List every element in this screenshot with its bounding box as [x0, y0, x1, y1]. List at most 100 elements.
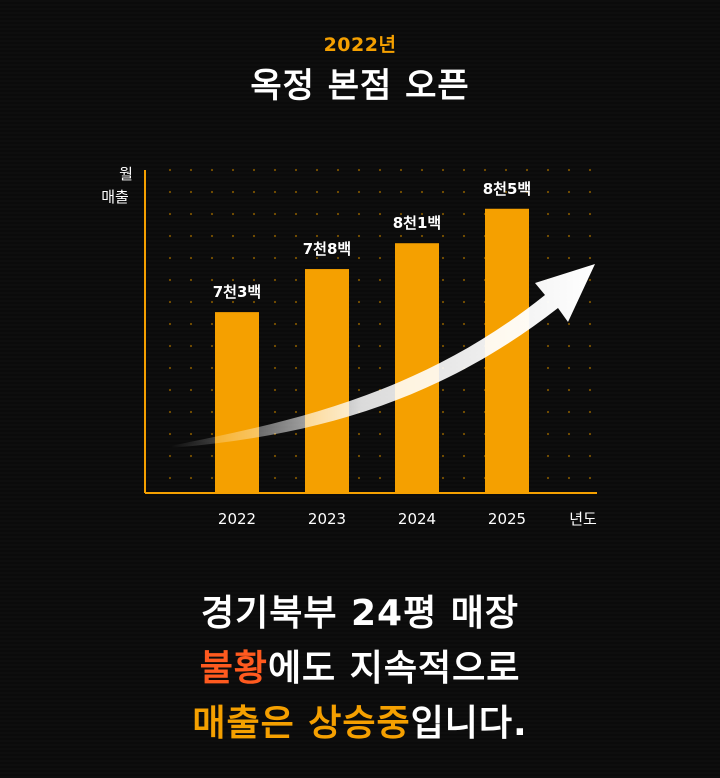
- grid-dot: [273, 256, 277, 260]
- grid-dot: [378, 454, 382, 458]
- grid-dot: [588, 168, 592, 172]
- grid-dot: [357, 256, 361, 260]
- headline: 경기북부 24평 매장 불황에도 지속적으로 매출은 상승중입니다.: [0, 586, 720, 751]
- grid-dot: [189, 300, 193, 304]
- grid-dot: [273, 300, 277, 304]
- headline-line-3-rest: 입니다.: [410, 703, 528, 744]
- year-tag: 2022년: [323, 34, 397, 56]
- grid-dot: [168, 278, 172, 282]
- y-axis-label-line2: 매출: [101, 188, 129, 206]
- grid-dot: [294, 410, 298, 414]
- grid-dot: [210, 366, 214, 370]
- grid-dot: [189, 344, 193, 348]
- grid-dot: [273, 168, 277, 172]
- grid-dot: [588, 278, 592, 282]
- grid-dot: [294, 234, 298, 238]
- grid-dot: [168, 300, 172, 304]
- grid-dot: [189, 256, 193, 260]
- headline-line-2-rest: 에도 지속적으로: [267, 648, 521, 689]
- grid-dot: [273, 190, 277, 194]
- grid-dot: [336, 212, 340, 216]
- chart-axes: [144, 170, 597, 494]
- grid-dot: [357, 168, 361, 172]
- grid-dot: [378, 476, 382, 480]
- grid-dot: [504, 168, 508, 172]
- grid-dot: [420, 168, 424, 172]
- grid-dot: [399, 234, 403, 238]
- grid-dot: [378, 410, 382, 414]
- grid-dot: [567, 190, 571, 194]
- grid-dot: [462, 168, 466, 172]
- grid-dot: [315, 212, 319, 216]
- grid-dot: [462, 212, 466, 216]
- grid-dot: [294, 256, 298, 260]
- grid-dot: [357, 278, 361, 282]
- grid-dot: [210, 432, 214, 436]
- grid-dot: [273, 454, 277, 458]
- grid-dot: [420, 212, 424, 216]
- grid-dot: [315, 234, 319, 238]
- grid-dot: [588, 256, 592, 260]
- grid-dot: [567, 344, 571, 348]
- grid-dot: [189, 212, 193, 216]
- headline-accent-rising-sales: 매출은 상승중: [192, 703, 411, 744]
- grid-dot: [378, 190, 382, 194]
- grid-dot: [294, 300, 298, 304]
- grid-dot: [210, 344, 214, 348]
- grid-dot: [525, 190, 529, 194]
- grid-dot: [189, 410, 193, 414]
- grid-dot: [210, 190, 214, 194]
- grid-dot: [189, 278, 193, 282]
- grid-dot: [168, 432, 172, 436]
- grid-dot: [483, 168, 487, 172]
- grid-dot: [546, 212, 550, 216]
- grid-dot: [315, 256, 319, 260]
- grid-dot: [483, 190, 487, 194]
- grid-dot: [357, 212, 361, 216]
- grid-dot: [441, 432, 445, 436]
- grid-dot: [315, 168, 319, 172]
- grid-dot: [462, 344, 466, 348]
- grid-dot: [567, 388, 571, 392]
- sales-bar-chart: 7천3백 2022 7천8백 2023 8천1백 2024 8천5백 2025 월 매출 년도: [101, 165, 597, 528]
- grid-dot: [546, 410, 550, 414]
- grid-dot: [546, 476, 550, 480]
- chart-labels: 7천3백 2022 7천8백 2023 8천1백 2024 8천5백 2025: [213, 180, 531, 528]
- grid-dot: [231, 168, 235, 172]
- grid-dot: [567, 212, 571, 216]
- grid-dot: [168, 366, 172, 370]
- grid-dot: [189, 234, 193, 238]
- grid-dot: [273, 388, 277, 392]
- grid-dot: [189, 168, 193, 172]
- grid-dot: [294, 322, 298, 326]
- grid-dot: [336, 256, 340, 260]
- grid-dot: [546, 454, 550, 458]
- grid-dot: [252, 278, 256, 282]
- grid-dot: [189, 322, 193, 326]
- grid-dot: [567, 410, 571, 414]
- grid-dot: [567, 234, 571, 238]
- grid-dot: [378, 432, 382, 436]
- grid-dot: [294, 366, 298, 370]
- grid-dot: [189, 388, 193, 392]
- grid-dot: [168, 168, 172, 172]
- grid-dot: [588, 190, 592, 194]
- grid-dot: [378, 168, 382, 172]
- page-title: 옥정 본점 오픈: [250, 66, 470, 106]
- grid-dot: [441, 322, 445, 326]
- data-label-2023: 7천8백: [303, 240, 351, 258]
- grid-dot: [441, 344, 445, 348]
- trend-arrow-body: [170, 264, 595, 448]
- headline-accent-recession: 불황: [199, 648, 268, 689]
- grid-dot: [231, 278, 235, 282]
- grid-dot: [546, 388, 550, 392]
- data-label-2022: 7천3백: [213, 283, 261, 301]
- x-tick-label-2024: 2024: [398, 510, 436, 528]
- grid-dot: [462, 300, 466, 304]
- grid-dot: [462, 410, 466, 414]
- grid-dot: [567, 322, 571, 326]
- grid-dot: [441, 212, 445, 216]
- grid-dot: [231, 300, 235, 304]
- grid-dot: [378, 344, 382, 348]
- grid-dot: [546, 190, 550, 194]
